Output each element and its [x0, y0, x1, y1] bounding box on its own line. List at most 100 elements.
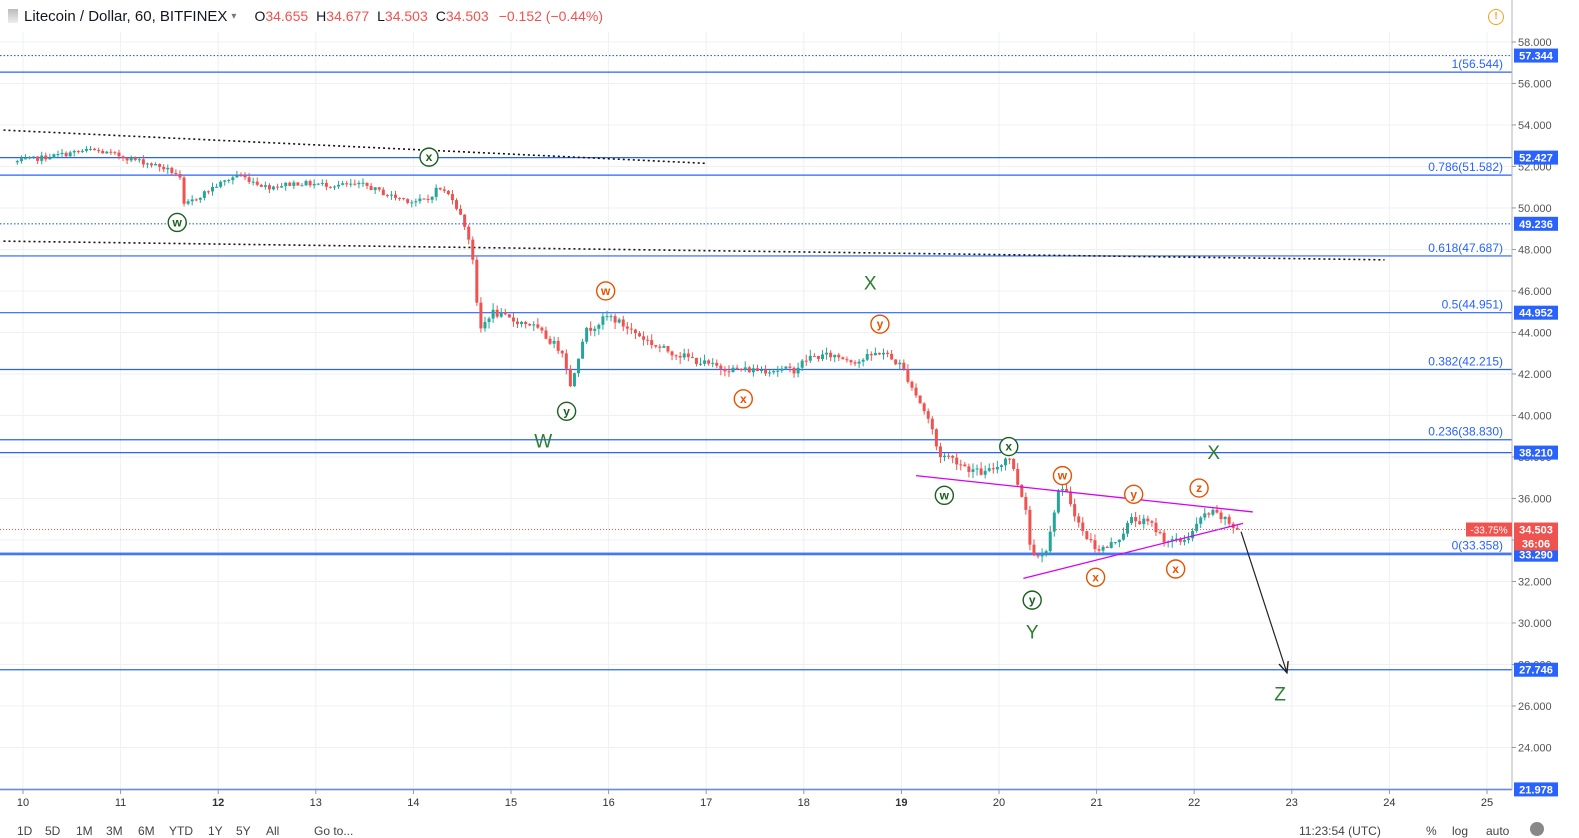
candle-body [670, 351, 674, 356]
candle-body [1077, 516, 1081, 523]
wave-label[interactable]: y [870, 314, 890, 334]
candle-body [556, 340, 560, 351]
candle-body [394, 194, 398, 198]
wave-label[interactable]: x [733, 389, 753, 409]
candle-body [1170, 539, 1174, 542]
candle-body [772, 371, 776, 373]
candle-body [764, 369, 768, 374]
candle-body [434, 187, 438, 197]
candle-body [934, 429, 938, 447]
plot-area: 1(56.544) 0.786(51.582) 0.618(47.687) 0.5(4… [0, 54, 1512, 790]
dotted-trendline[interactable] [3, 240, 1385, 261]
current-pct-tag-text: -33.75% [1470, 526, 1507, 537]
dotted-trendline[interactable] [3, 129, 707, 165]
price-tick-label: 56.000 [1518, 78, 1552, 90]
candle-body [349, 183, 353, 185]
wave-label[interactable]: x [1085, 567, 1106, 587]
candle-body [682, 353, 686, 358]
countdown-tag-text: 36:06 [1522, 539, 1550, 551]
candle-body [739, 368, 743, 370]
candle-body [15, 161, 19, 163]
wave-label[interactable]: z [1189, 478, 1209, 498]
candle-body [812, 355, 816, 357]
symbol-title[interactable]: Litecoin / Dollar, 60, BITFINEX [24, 7, 228, 25]
triangle-trendline[interactable] [915, 474, 1253, 513]
warning-icon[interactable]: ! [1488, 9, 1504, 25]
range-all[interactable]: All [266, 824, 280, 838]
candle-body [471, 239, 475, 260]
candle-body [267, 185, 271, 190]
wave-label-circle [999, 436, 1019, 457]
wave-label[interactable]: x [1165, 559, 1186, 579]
candle-body [906, 369, 910, 382]
candle-body [1020, 484, 1024, 497]
range-6m[interactable]: 6M [138, 824, 155, 838]
candle-body [625, 326, 629, 329]
gear-icon[interactable] [1530, 822, 1544, 836]
candle-body [1069, 491, 1073, 505]
candle-body [190, 199, 194, 202]
wave-label[interactable]: w [934, 485, 955, 506]
candle-body [524, 321, 528, 325]
level-price-tag-text: 33.290 [1519, 550, 1553, 562]
time-tick-label: 15 [505, 797, 517, 809]
candle-body [914, 387, 918, 396]
candle-body [511, 317, 515, 322]
time-axis[interactable]: 10 11 12 13 14 15 16 17 18 19 20 21 22 23 24 25 [0, 789, 1512, 822]
percent-toggle[interactable]: % [1426, 824, 1437, 838]
wave-label[interactable]: y [1022, 590, 1042, 610]
auto-toggle[interactable]: auto [1486, 824, 1510, 838]
candle-body [711, 362, 715, 364]
candle-body [483, 321, 487, 329]
candle-body [333, 186, 337, 188]
candle-body [320, 182, 324, 184]
candle-body [869, 354, 873, 356]
candle-body [585, 327, 589, 342]
fib-label: 0.5(44.951) [1442, 298, 1503, 312]
wave-label[interactable]: y [1123, 484, 1144, 504]
level-price-tag: 44.952 [1514, 305, 1558, 320]
candle-body [808, 355, 812, 361]
projection-arrow[interactable] [1240, 531, 1287, 673]
log-toggle[interactable]: log [1452, 824, 1469, 838]
time-tick-label: 20 [993, 797, 1005, 809]
candle-body [227, 180, 231, 182]
candle-body [113, 152, 117, 154]
candle-body [418, 198, 422, 202]
candle-body [568, 368, 572, 387]
wave-label-circle [1189, 478, 1209, 498]
goto-button[interactable]: Go to... [314, 824, 354, 838]
candle-body [821, 354, 825, 359]
range-3m[interactable]: 3M [106, 824, 123, 838]
wave-label[interactable]: x [419, 147, 439, 167]
triangle-trendline[interactable] [1023, 522, 1244, 579]
range-1d[interactable]: 1D [17, 824, 33, 838]
wave-label[interactable]: x [999, 436, 1019, 457]
wave-label[interactable]: w [167, 212, 187, 233]
range-5d[interactable]: 5D [45, 824, 61, 838]
candle-body [743, 367, 747, 370]
candle-body [943, 455, 947, 458]
wave-label[interactable]: y [556, 401, 577, 421]
candle-body [552, 340, 556, 344]
chevron-down-icon[interactable]: ▾ [231, 10, 237, 22]
price-axis[interactable]: 58.00056.00054.00052.00050.00048.00046.0… [1466, 0, 1579, 797]
candle-body [198, 197, 202, 200]
candle-body [1162, 532, 1166, 543]
candle-body [646, 339, 650, 341]
candle-body [699, 363, 703, 365]
wave-label[interactable]: w [1052, 465, 1073, 486]
range-1y[interactable]: 1Y [208, 824, 223, 838]
candle-body [1097, 549, 1101, 551]
candle-body [1174, 538, 1178, 540]
candle-body [816, 355, 820, 359]
candle-body [1044, 551, 1048, 555]
wave-label[interactable]: w [595, 281, 616, 301]
candle-body [300, 185, 304, 187]
range-1m[interactable]: 1M [76, 824, 93, 838]
wave-label-circle [934, 485, 955, 506]
range-5y[interactable]: 5Y [236, 824, 251, 838]
candle-body [487, 318, 491, 322]
range-ytd[interactable]: YTD [169, 824, 193, 838]
